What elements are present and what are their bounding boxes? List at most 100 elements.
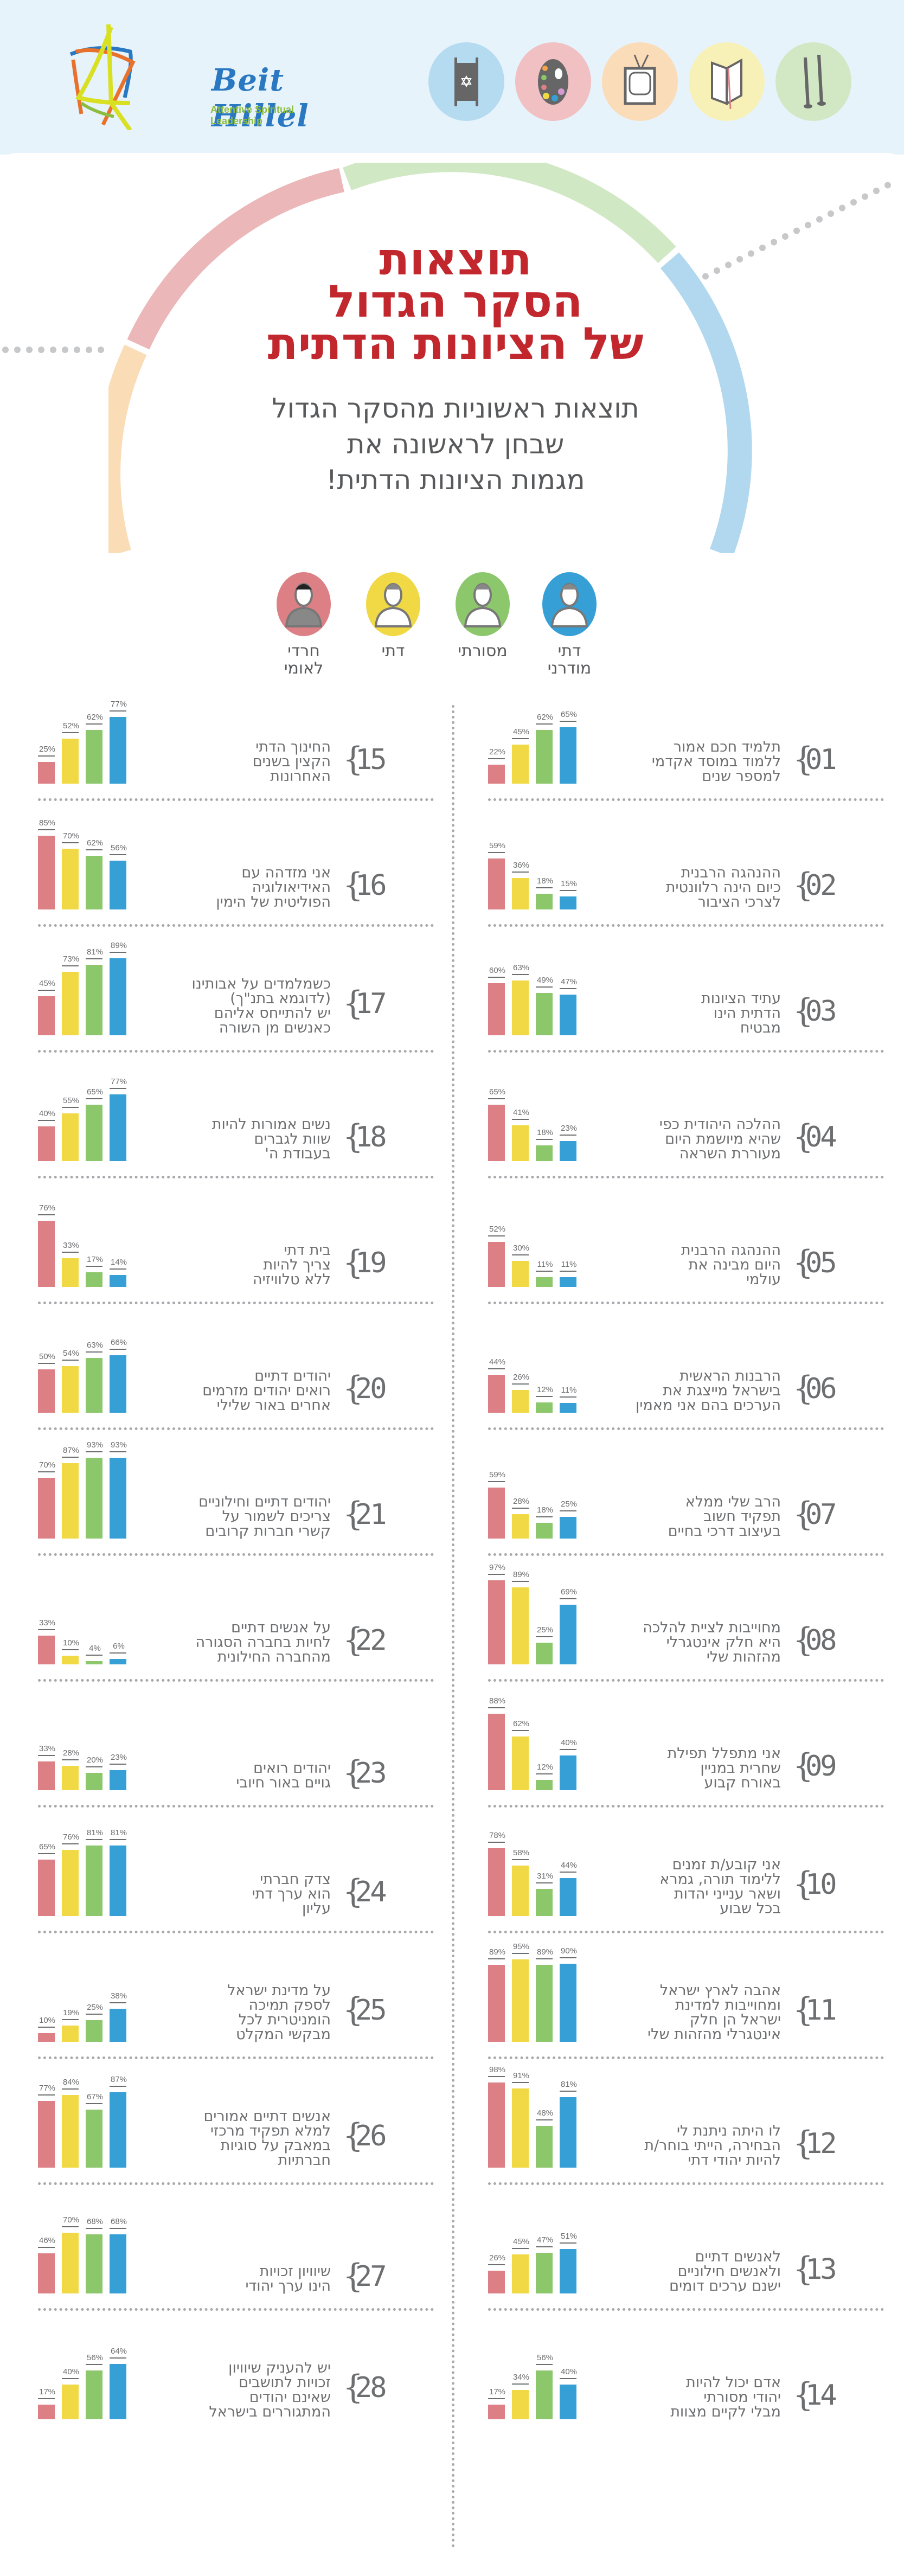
dotted-line-left <box>2 347 104 353</box>
bar-value-label: 28% <box>62 1748 80 1758</box>
bar <box>488 1848 505 1916</box>
question-text: מחוייבות לציית להלכה היא חלק אינטגרלי מהזה… <box>643 1619 781 1665</box>
dotted-separator <box>488 924 884 927</box>
brace-icon: { <box>342 2257 363 2295</box>
bar-value-label: 11% <box>561 1386 577 1395</box>
bar <box>86 2234 102 2293</box>
question-number: 19 <box>355 1246 387 1279</box>
bar-value-label: 59% <box>489 1470 506 1479</box>
bar <box>512 1959 529 2042</box>
bar-value-label: 62% <box>536 712 554 722</box>
bar <box>512 1587 529 1664</box>
beit-hillel-logo[interactable]: Beit Hillel Attentive Spiritual Leadersh… <box>65 22 309 134</box>
bar-group: 59% 28% 18% 25% <box>488 1444 651 1539</box>
bar-cap-line <box>110 1349 126 1350</box>
bar <box>560 1964 576 2042</box>
dotted-separator <box>488 1050 884 1053</box>
bar-cap-line <box>488 1707 505 1709</box>
bar-value-label: 38% <box>110 1991 127 2001</box>
dotted-separator <box>38 1679 434 1682</box>
question-number: 18 <box>355 1120 387 1154</box>
dotted-separator <box>488 1931 884 1933</box>
brace-icon: { <box>342 1369 363 1407</box>
bar-cap-line <box>560 721 576 722</box>
question-item: 17% 40% 56% 64% יש להעניק שיוויון זכויות לתוש… <box>11 2324 434 2450</box>
bar-cap-line <box>512 1580 529 1582</box>
bar <box>512 1390 529 1413</box>
question-text: כשמלמדים על אבותינו (לדוגמא בתנ"ך) יש להתי… <box>191 976 331 1036</box>
bar-cap-line <box>62 732 79 733</box>
dotted-separator <box>38 1302 434 1304</box>
bar-value-label: 56% <box>110 843 127 853</box>
bar <box>86 1773 102 1790</box>
question-text: לאנשים דתיים ולאנשים חילוניים ישנם ערכים ד… <box>669 2248 781 2295</box>
question-item: 26% 45% 47% 51% לאנשים דתיים ולאנשים חילוניים… <box>461 2199 884 2324</box>
bar-cap-line <box>110 1839 126 1841</box>
question-text: יהודים דתיים וחילוניים צריכים לשמור על קשר… <box>198 1494 331 1540</box>
bar-value-label: 78% <box>489 1831 506 1841</box>
bar-value-label: 89% <box>512 1569 530 1579</box>
bar-value-label: 62% <box>86 712 104 722</box>
brace-icon: { <box>792 991 813 1030</box>
title-line: של הציונות הדתית <box>267 318 644 370</box>
bar <box>62 2025 79 2042</box>
logo-tagline: Attentive Spiritual Leadership <box>210 104 294 126</box>
bar-cap-line <box>512 1254 529 1255</box>
bar <box>536 1523 553 1539</box>
decorative-ring <box>108 163 752 553</box>
bar-cap-line <box>536 2364 553 2366</box>
brace-icon: { <box>342 1495 363 1533</box>
bar <box>62 2233 79 2293</box>
bar <box>38 1126 55 1161</box>
bar-cap-line <box>560 2242 576 2244</box>
bar <box>62 849 79 909</box>
bar <box>512 1125 529 1161</box>
bar-value-label: 76% <box>62 1832 80 1842</box>
bar-cap-line <box>488 1235 505 1236</box>
brace-icon: { <box>342 1754 363 1792</box>
bar-value-label: 88% <box>489 1696 506 1706</box>
bar-cap-line <box>86 958 102 960</box>
question-number: 22 <box>355 1624 387 1657</box>
ring-segment-blue <box>660 252 752 553</box>
bar-cap-line <box>38 1629 55 1631</box>
bar-cap-line <box>110 1451 126 1453</box>
bar-cap-line <box>488 2264 505 2266</box>
bar-value-label: 15% <box>560 879 578 888</box>
bar-cap-line <box>560 988 576 989</box>
bar <box>560 896 576 909</box>
bar-value-label: 40% <box>560 1738 578 1747</box>
bar-cap-line <box>110 951 126 953</box>
bar-cap-line <box>110 1764 126 1765</box>
question-item: 59% 36% 18% 15% ההנהגה הרבנית כיום הינה רלוונ… <box>461 815 884 940</box>
bar <box>38 1761 55 1790</box>
bar-cap-line <box>38 2027 55 2028</box>
ring-segment-green <box>343 163 676 264</box>
bar-value-label: 81% <box>560 2080 578 2090</box>
bar-cap-line <box>488 2076 505 2078</box>
bar <box>488 1374 505 1413</box>
question-number: 11 <box>805 1994 837 2027</box>
question-item: 65% 41% 18% 23% ההלכה היהודית כפי שהיא מיושמת… <box>461 1066 884 1192</box>
bar-cap-line <box>62 2018 79 2020</box>
bar-value-label: 45% <box>512 727 530 736</box>
dotted-separator <box>38 1176 434 1178</box>
question-number: 21 <box>355 1498 387 1531</box>
question-number: 09 <box>805 1750 837 1783</box>
bar <box>86 1358 102 1413</box>
bar-value-label: 36% <box>512 861 530 870</box>
question-item: 85% 70% 62% 56% אני מזדהה עם האידיאולוגיה הפול… <box>11 815 434 940</box>
traditional-person-icon <box>456 572 510 636</box>
bar-value-label: 51% <box>560 2232 578 2241</box>
bar-group: 77% 84% 67% 87% <box>38 2073 201 2168</box>
bar-value-label: 18% <box>536 1505 554 1515</box>
bar <box>110 1458 126 1539</box>
bar-cap-line <box>110 2002 126 2004</box>
bar <box>110 1770 126 1790</box>
bar-value-label: 69% <box>560 1587 578 1597</box>
bar-value-label: 70% <box>39 1460 56 1470</box>
topic-icons-row <box>428 42 851 121</box>
question-number: 16 <box>355 869 387 902</box>
question-text: על מדינת ישראל לספק תמיכה הומניטרית לכל מבק… <box>227 1982 331 2043</box>
modern-religious-person-icon <box>542 572 597 636</box>
